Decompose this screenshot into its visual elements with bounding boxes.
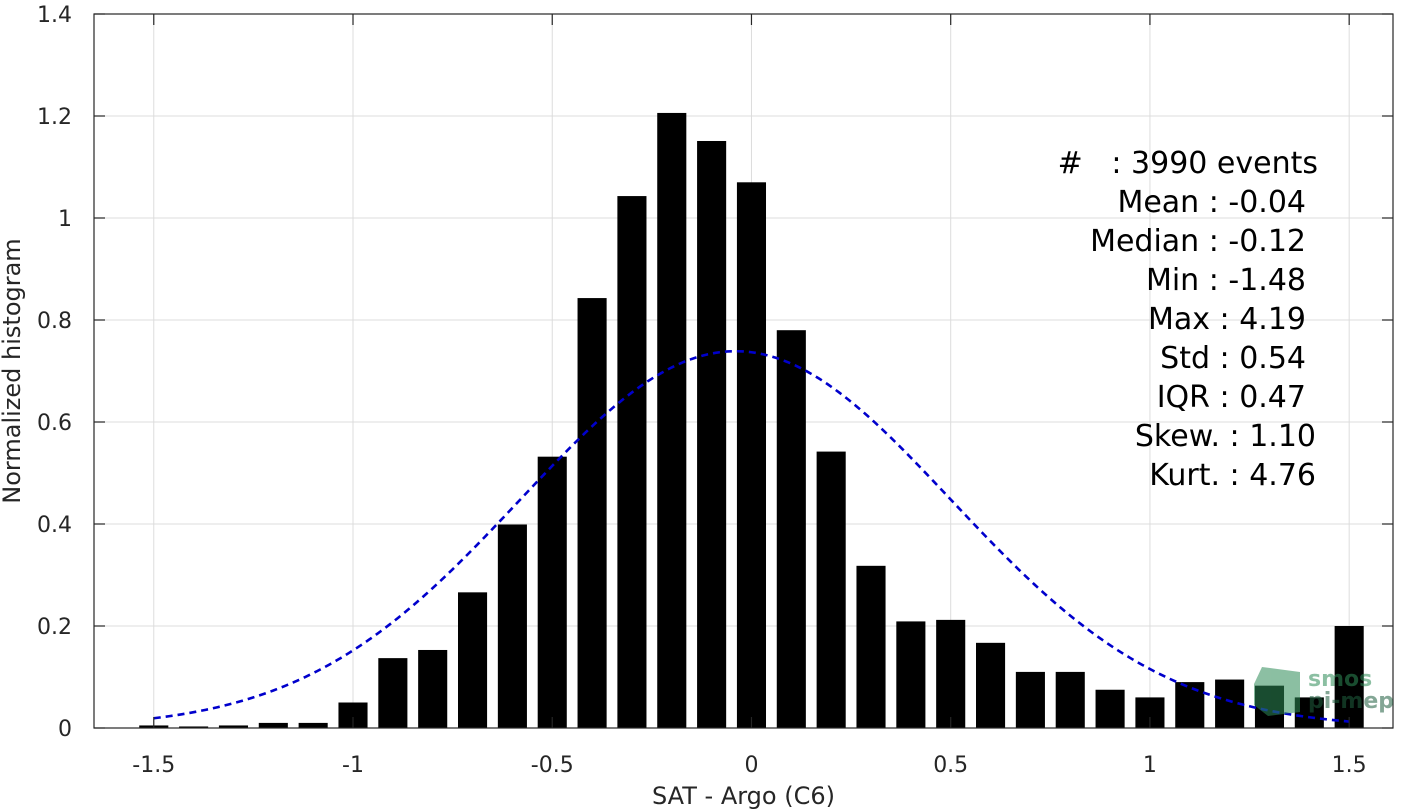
statistics-box: # : 3990 events Mean : -0.04 Median : -0.1… [1058, 146, 1318, 493]
histogram-bar [537, 456, 567, 728]
histogram-bar [697, 140, 727, 729]
histogram-bar [816, 451, 846, 728]
y-tick-label: 0.6 [37, 411, 72, 436]
y-tick-labels: 0 0.2 0.4 0.6 0.8 1 1.2 1.4 [37, 3, 72, 742]
y-tick-label: 0.2 [37, 615, 72, 640]
histogram-bar [179, 726, 209, 728]
x-tick-label: -0.5 [531, 753, 574, 778]
x-tick-label: -1.5 [132, 753, 175, 778]
smos-pimep-watermark: smos pi-mep [1254, 667, 1394, 716]
histogram-bar [218, 725, 249, 728]
stat-line: Max : 4.19 [1148, 302, 1306, 337]
histogram-bar [418, 649, 448, 728]
stat-line: # : 3990 events [1058, 146, 1318, 181]
histogram-bar [936, 619, 966, 728]
histogram-bar [896, 621, 926, 728]
histogram-bar [457, 592, 488, 728]
y-tick-label: 0.4 [37, 513, 72, 538]
x-axis-label: SAT - Argo (C6) [652, 782, 835, 810]
y-tick-label: 1.4 [37, 3, 72, 28]
histogram-bar [497, 524, 527, 728]
watermark-text-2: pi-mep [1308, 689, 1394, 714]
stat-line: Skew. : 1.10 [1135, 419, 1316, 454]
stat-line: IQR : 0.47 [1157, 380, 1306, 415]
histogram-bar [1015, 671, 1045, 728]
axis-ticks [94, 13, 1393, 729]
stat-line: Kurt. : 4.76 [1149, 458, 1316, 493]
histogram-bar [976, 642, 1006, 728]
histogram-bar [1095, 689, 1125, 728]
y-tick-label: 1.2 [37, 105, 72, 130]
x-tick-label: 0.5 [933, 753, 968, 778]
normal-fit-curve [153, 349, 1350, 723]
x-tick-label: 0 [744, 753, 758, 778]
histogram-bar [1175, 682, 1205, 728]
histogram-bar [736, 182, 767, 729]
x-tick-label: -1 [342, 753, 364, 778]
y-axis-label: Normalized histogram [0, 238, 26, 503]
histogram-bar [1055, 671, 1085, 728]
histogram-bar [856, 565, 886, 728]
watermark-text-1: smos [1308, 667, 1372, 692]
watermark-logo-shape [1254, 667, 1300, 716]
histogram-bar [298, 722, 328, 728]
x-tick-labels: -1.5 -1 -0.5 0 0.5 1 1.5 [132, 753, 1366, 778]
y-tick-label: 1 [58, 207, 72, 232]
stat-line: Min : -1.48 [1146, 263, 1306, 298]
y-tick-label: 0 [58, 717, 72, 742]
y-tick-label: 0.8 [37, 309, 72, 334]
x-tick-label: 1.5 [1332, 753, 1367, 778]
histogram-bar [378, 658, 408, 728]
histogram-bar [577, 298, 607, 728]
x-tick-label: 1 [1143, 753, 1157, 778]
histogram-bar [258, 722, 288, 728]
histogram-bar [776, 330, 806, 728]
axes-box [93, 13, 1394, 729]
stat-line: Mean : -0.04 [1117, 185, 1306, 220]
histogram-bar [1334, 626, 1364, 728]
bar-series [139, 112, 1364, 729]
histogram-bar [657, 112, 687, 728]
stat-line: Median : -0.12 [1090, 224, 1306, 259]
histogram-bar [617, 196, 647, 728]
stat-line: Std : 0.54 [1160, 341, 1306, 376]
